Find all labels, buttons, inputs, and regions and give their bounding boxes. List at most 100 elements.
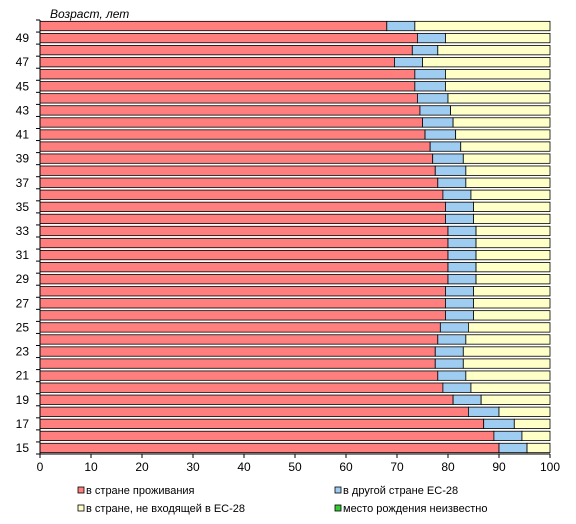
bar-segment-age-46-series-1 [414,69,446,80]
bar-segment-age-45-series-0 [39,81,416,92]
bar-segment-age-15-series-1 [498,442,528,454]
y-tick-label: 33 [16,224,30,238]
bar-segment-age-30-series-1 [447,262,477,273]
y-tick-label: 49 [16,31,30,45]
x-tick-label: 0 [37,460,44,474]
x-tick-label: 30 [186,460,200,474]
x-tick-label: 10 [84,460,98,474]
bar-segment-age-17-series-0 [39,418,485,429]
bar-segment-age-33-series-2 [475,225,551,237]
bar-segment-age-37-series-0 [39,177,439,188]
bar-segment-age-33-series-0 [39,225,449,237]
bar-segment-age-21-series-2 [465,370,551,381]
bar-segment-age-24-series-2 [465,334,551,345]
bar-segment-age-30-series-2 [475,262,551,273]
bar-segment-age-28-series-1 [445,286,474,297]
bar-segment-age-18-series-2 [498,406,551,417]
bar-segment-age-36-series-0 [39,189,444,200]
bar-segment-age-19-series-2 [480,394,551,405]
bar-segment-age-35-series-2 [473,201,551,212]
bar-segment-age-45-series-1 [414,81,446,92]
bar-segment-age-34-series-0 [39,213,446,225]
y-axis-label: Возраст, лет [50,7,129,21]
bar-segment-age-38-series-0 [39,165,436,176]
y-tick-labels: 15 17 19 21 23 25 27 29 31 33 35 37 39 41 43 45 47 49 [16,31,30,455]
bar-segment-age-35-series-0 [39,201,446,212]
bar-segment-age-19-series-0 [39,394,454,405]
legend: в стране проживания в другой стране ЕС-28… [77,485,487,515]
bar-segment-age-30-series-0 [39,262,449,273]
bar-segment-age-29-series-2 [475,274,551,285]
bar-segment-age-49-series-1 [416,32,446,44]
bar-segment-age-36-series-2 [470,189,551,200]
y-tick-label: 39 [16,152,30,166]
bar-segment-age-32-series-1 [447,237,477,249]
bar-segment-age-48-series-2 [437,45,551,56]
bar-segment-age-44-series-0 [39,93,418,104]
legend-swatch [77,504,85,512]
bar-segment-age-50-series-1 [386,20,416,32]
bar-segment-age-47-series-1 [394,57,423,68]
legend-swatch [77,486,85,494]
bar-segment-age-22-series-0 [39,358,436,369]
bar-segment-age-24-series-0 [39,334,439,345]
bar-segment-age-20-series-2 [470,382,551,393]
bar-segment-age-23-series-0 [39,346,436,357]
x-tick-label: 60 [339,460,353,474]
y-tick-label: 29 [16,272,30,286]
bar-segment-age-16-series-2 [521,430,551,442]
bar-segment-age-39-series-0 [39,153,434,164]
bar-segment-age-39-series-1 [432,153,464,164]
legend-label: в стране, не входящей в ЕС-28 [86,503,245,515]
bar-segment-age-19-series-1 [452,394,482,405]
bar-segment-age-39-series-2 [462,153,551,164]
y-tick-label: 47 [16,55,30,69]
bar-segment-age-32-series-2 [475,237,551,249]
bar-segment-age-22-series-1 [434,358,464,369]
bar-segment-age-25-series-2 [467,322,551,333]
bar-segment-age-20-series-1 [442,382,472,393]
bar-segment-age-26-series-2 [473,310,551,321]
y-tick-label: 15 [16,441,30,455]
bar-segment-age-29-series-1 [447,274,477,285]
y-tick-label: 41 [16,128,30,142]
bar-segment-age-50-series-2 [414,20,551,32]
bars-group [39,20,551,454]
x-tick-label: 70 [390,460,404,474]
bar-segment-age-35-series-1 [445,201,474,212]
bar-segment-age-46-series-0 [39,69,416,80]
bar-segment-age-48-series-1 [411,45,439,56]
bar-segment-age-38-series-1 [434,165,467,176]
bar-segment-age-40-series-2 [460,141,551,152]
bar-segment-age-23-series-2 [462,346,551,357]
y-tick-label: 37 [16,176,30,190]
bar-segment-age-28-series-0 [39,286,446,297]
bar-segment-age-18-series-0 [39,406,469,417]
bar-segment-age-15-series-0 [39,442,500,454]
x-tick-label: 80 [441,460,455,474]
bar-segment-age-27-series-0 [39,298,446,309]
bar-segment-age-47-series-0 [39,57,395,68]
bar-segment-age-41-series-2 [455,129,551,140]
bar-segment-age-40-series-0 [39,141,431,152]
bar-segment-age-31-series-0 [39,249,449,261]
bar-segment-age-17-series-2 [513,418,551,429]
bar-segment-age-41-series-0 [39,129,426,140]
x-tick-label: 50 [288,460,302,474]
bar-segment-age-43-series-2 [450,105,551,116]
bar-segment-age-32-series-0 [39,237,449,249]
bar-segment-age-16-series-1 [493,430,523,442]
y-tick-label: 23 [16,345,30,359]
x-tick-label: 100 [540,460,560,474]
y-tick-label: 17 [16,417,30,431]
bar-segment-age-15-series-2 [526,442,551,454]
y-tick-label: 31 [16,248,30,262]
bar-segment-age-27-series-2 [473,298,551,309]
bar-segment-age-42-series-2 [452,117,551,128]
y-tick-label: 19 [16,393,30,407]
legend-swatch [334,486,342,494]
bar-segment-age-34-series-2 [473,213,551,225]
bar-segment-age-37-series-2 [465,177,551,188]
bar-segment-age-43-series-0 [39,105,421,116]
